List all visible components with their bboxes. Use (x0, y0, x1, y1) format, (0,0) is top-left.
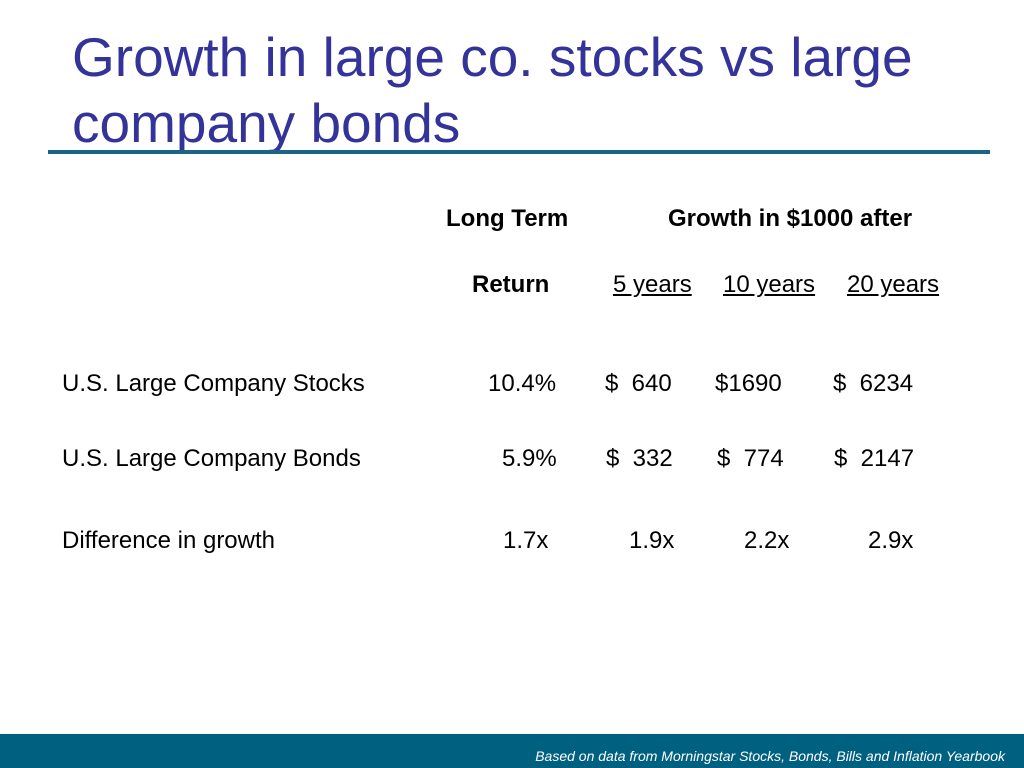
row-label-difference: Difference in growth (62, 527, 275, 554)
header-period-20-years: 20 years (847, 271, 940, 298)
row-growth-10y-stocks: $1690 (715, 370, 782, 397)
row-growth-20y-stocks: $ 6234 (833, 370, 914, 397)
row-return-bonds: 5.9% (502, 445, 557, 472)
slide-title: Growth in large co. stocks vs large comp… (72, 26, 913, 154)
header-long-term: Long Term (446, 205, 569, 232)
footer-bar (0, 734, 1024, 768)
row-growth-5y-stocks: $ 640 (605, 370, 672, 397)
row-growth-10y-difference: 2.2x (744, 527, 790, 554)
row-label-bonds: U.S. Large Company Bonds (62, 445, 361, 472)
title-underline-rule (48, 150, 990, 154)
row-growth-20y-difference: 2.9x (868, 527, 914, 554)
row-growth-10y-bonds: $ 774 (717, 445, 784, 472)
row-growth-20y-bonds: $ 2147 (834, 445, 915, 472)
row-growth-5y-bonds: $ 332 (606, 445, 673, 472)
footer-source-note: Based on data from Morningstar Stocks, B… (535, 748, 1005, 764)
header-growth-label: Growth in $1000 after (668, 205, 913, 232)
row-return-stocks: 10.4% (488, 370, 557, 397)
header-return: Return (472, 271, 550, 298)
header-period-10-years: 10 years (723, 271, 816, 298)
row-return-difference: 1.7x (503, 527, 549, 554)
row-growth-5y-difference: 1.9x (629, 527, 675, 554)
header-period-5-years: 5 years (613, 271, 692, 298)
row-label-stocks: U.S. Large Company Stocks (62, 370, 365, 397)
